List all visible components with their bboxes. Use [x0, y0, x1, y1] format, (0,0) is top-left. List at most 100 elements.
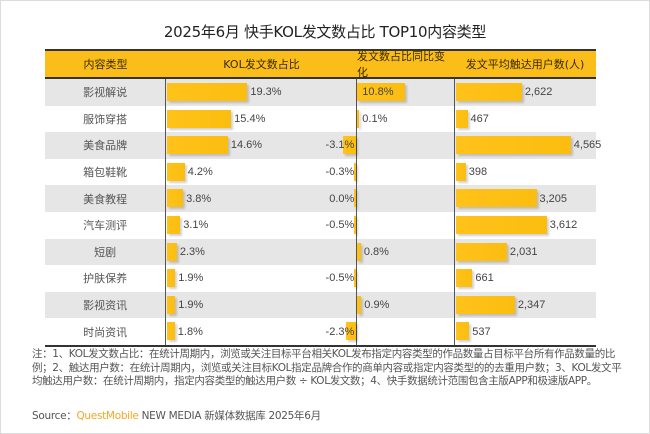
yoy-cell: 0.0%: [329, 185, 453, 212]
yoy-bar: [357, 295, 362, 314]
category-cell: 影视资讯: [83, 299, 128, 313]
reach-bar: [455, 269, 473, 288]
reach-label: 661: [475, 272, 494, 285]
share-label: 14.6%: [230, 139, 263, 152]
yoy-label: -2.3%: [325, 325, 355, 338]
table-row: 护肤保养 1.9% -0.5% 661: [45, 265, 596, 292]
source-prefix: Source：: [32, 410, 77, 422]
reach-bar: [455, 215, 547, 234]
source-line: Source：QuestMobile NEW MEDIA 新媒体数据库 2025…: [32, 408, 321, 423]
share-cell: 1.9%: [165, 265, 356, 292]
share-bar: [167, 295, 176, 314]
yoy-bar: [357, 109, 360, 128]
share-label: 1.8%: [177, 325, 203, 338]
share-cell: 2.3%: [165, 238, 356, 266]
reach-label: 3,612: [549, 219, 578, 232]
reach-bar: [455, 136, 571, 155]
share-bar: [167, 269, 176, 288]
reach-bar: [455, 295, 515, 314]
reach-bar: [455, 242, 507, 261]
header-share: KOL发文数占比: [223, 58, 300, 71]
table-row: 影视资讯 1.9% 0.9% 2,347: [45, 291, 596, 319]
table-body: 影视解说 19.3% 10.8% 2,622 服饰穿搭 15.4% 0.1% 467 美食品牌 1…: [45, 79, 601, 347]
yoy-bar: [342, 136, 357, 155]
reach-bar: [455, 189, 537, 208]
reach-label: 398: [468, 166, 488, 179]
yoy-bar: [346, 322, 357, 341]
reach-label: 467: [470, 112, 489, 125]
share-bar: [167, 136, 228, 155]
yoy-cell: -3.1%: [326, 132, 453, 159]
share-bar: [167, 322, 175, 341]
share-cell: 1.9%: [165, 291, 356, 319]
share-label: 1.9%: [178, 299, 204, 312]
yoy-bar: [357, 242, 361, 261]
yoy-label: -0.5%: [325, 219, 355, 232]
reach-cell: 2,031: [453, 238, 596, 266]
category-cell: 美食教程: [83, 192, 128, 206]
yoy-label: 10.8%: [362, 86, 394, 99]
yoy-label: 0.0%: [329, 192, 355, 205]
yoy-cell: 10.8%: [356, 79, 453, 106]
table-row: 汽车测评 3.1% -0.5% 3,612: [45, 211, 596, 239]
yoy-label: -3.1%: [325, 139, 355, 152]
reach-cell: 2,622: [453, 79, 596, 106]
reach-bar: [455, 109, 468, 128]
reach-cell: 4,565: [453, 132, 601, 159]
yoy-cell: -2.3%: [326, 318, 453, 345]
reach-cell: 3,205: [453, 185, 596, 212]
share-cell: 4.2%: [165, 158, 356, 186]
header-reach: 发文平均触达用户数(人): [465, 58, 585, 71]
reach-bar: [455, 162, 466, 181]
yoy-bar: [354, 162, 357, 181]
reach-label: 3,205: [539, 192, 568, 205]
table-row: 短剧 2.3% 0.8% 2,031: [45, 238, 596, 266]
reach-bar: [455, 83, 522, 101]
category-cell: 箱包鞋靴: [83, 166, 128, 180]
header-yoy: 发文数占比同比变化: [357, 50, 445, 79]
reach-label: 4,565: [573, 139, 602, 152]
yoy-cell: 0.1%: [356, 105, 453, 133]
yoy-cell: 0.9%: [356, 291, 453, 319]
share-label: 1.9%: [178, 272, 204, 285]
category-cell: 服饰穿搭: [83, 112, 128, 126]
category-cell: 护肤保养: [83, 272, 128, 286]
yoy-cell: 0.8%: [356, 238, 453, 266]
category-cell: 影视解说: [83, 86, 128, 100]
table-row: 美食品牌 14.6% -3.1% 4,565: [45, 132, 601, 159]
footnotes: 注：1、KOL发文数占比：在统计周期内，浏览或关注目标平台相关KOL发布指定内容…: [32, 348, 622, 388]
reach-label: 2,347: [517, 299, 546, 312]
table-row: 影视解说 19.3% 10.8% 2,622: [45, 79, 596, 106]
share-cell: 14.6%: [165, 132, 356, 159]
category-cell: 美食品牌: [83, 139, 128, 153]
yoy-bar: [357, 83, 406, 101]
share-label: 15.4%: [234, 112, 266, 125]
share-label: 19.3%: [250, 86, 282, 99]
reach-cell: 398: [453, 158, 596, 186]
reach-cell: 2,347: [453, 291, 596, 319]
yoy-bar: [354, 215, 357, 234]
reach-bar: [455, 322, 470, 341]
reach-label: 2,622: [524, 86, 553, 99]
reach-label: 537: [472, 325, 491, 338]
table-header: 内容类型 KOL发文数占比 发文数占比同比变化 发文平均触达用户数(人): [45, 49, 596, 79]
share-bar: [167, 109, 232, 128]
reach-cell: 467: [453, 105, 596, 133]
share-bar: [167, 189, 184, 208]
share-label: 3.1%: [183, 219, 209, 232]
yoy-cell: -0.5%: [326, 265, 453, 292]
share-cell: 3.8%: [165, 185, 356, 212]
category-cell: 时尚资讯: [83, 325, 128, 339]
table-row: 箱包鞋靴 4.2% -0.3% 398: [45, 158, 596, 186]
chart-title: 2025年6月 快手KOL发文数占比 TOP10内容类型: [163, 23, 487, 41]
yoy-label: -0.5%: [325, 272, 355, 285]
table-row: 服饰穿搭 15.4% 0.1% 467: [45, 105, 596, 133]
share-cell: 19.3%: [165, 79, 356, 106]
share-label: 4.2%: [187, 166, 213, 179]
share-bar: [167, 162, 185, 181]
reach-cell: 3,612: [453, 211, 596, 239]
yoy-label: 0.1%: [362, 112, 388, 125]
share-label: 2.3%: [179, 245, 205, 258]
yoy-label: -0.3%: [325, 166, 355, 179]
reach-cell: 661: [453, 265, 596, 292]
